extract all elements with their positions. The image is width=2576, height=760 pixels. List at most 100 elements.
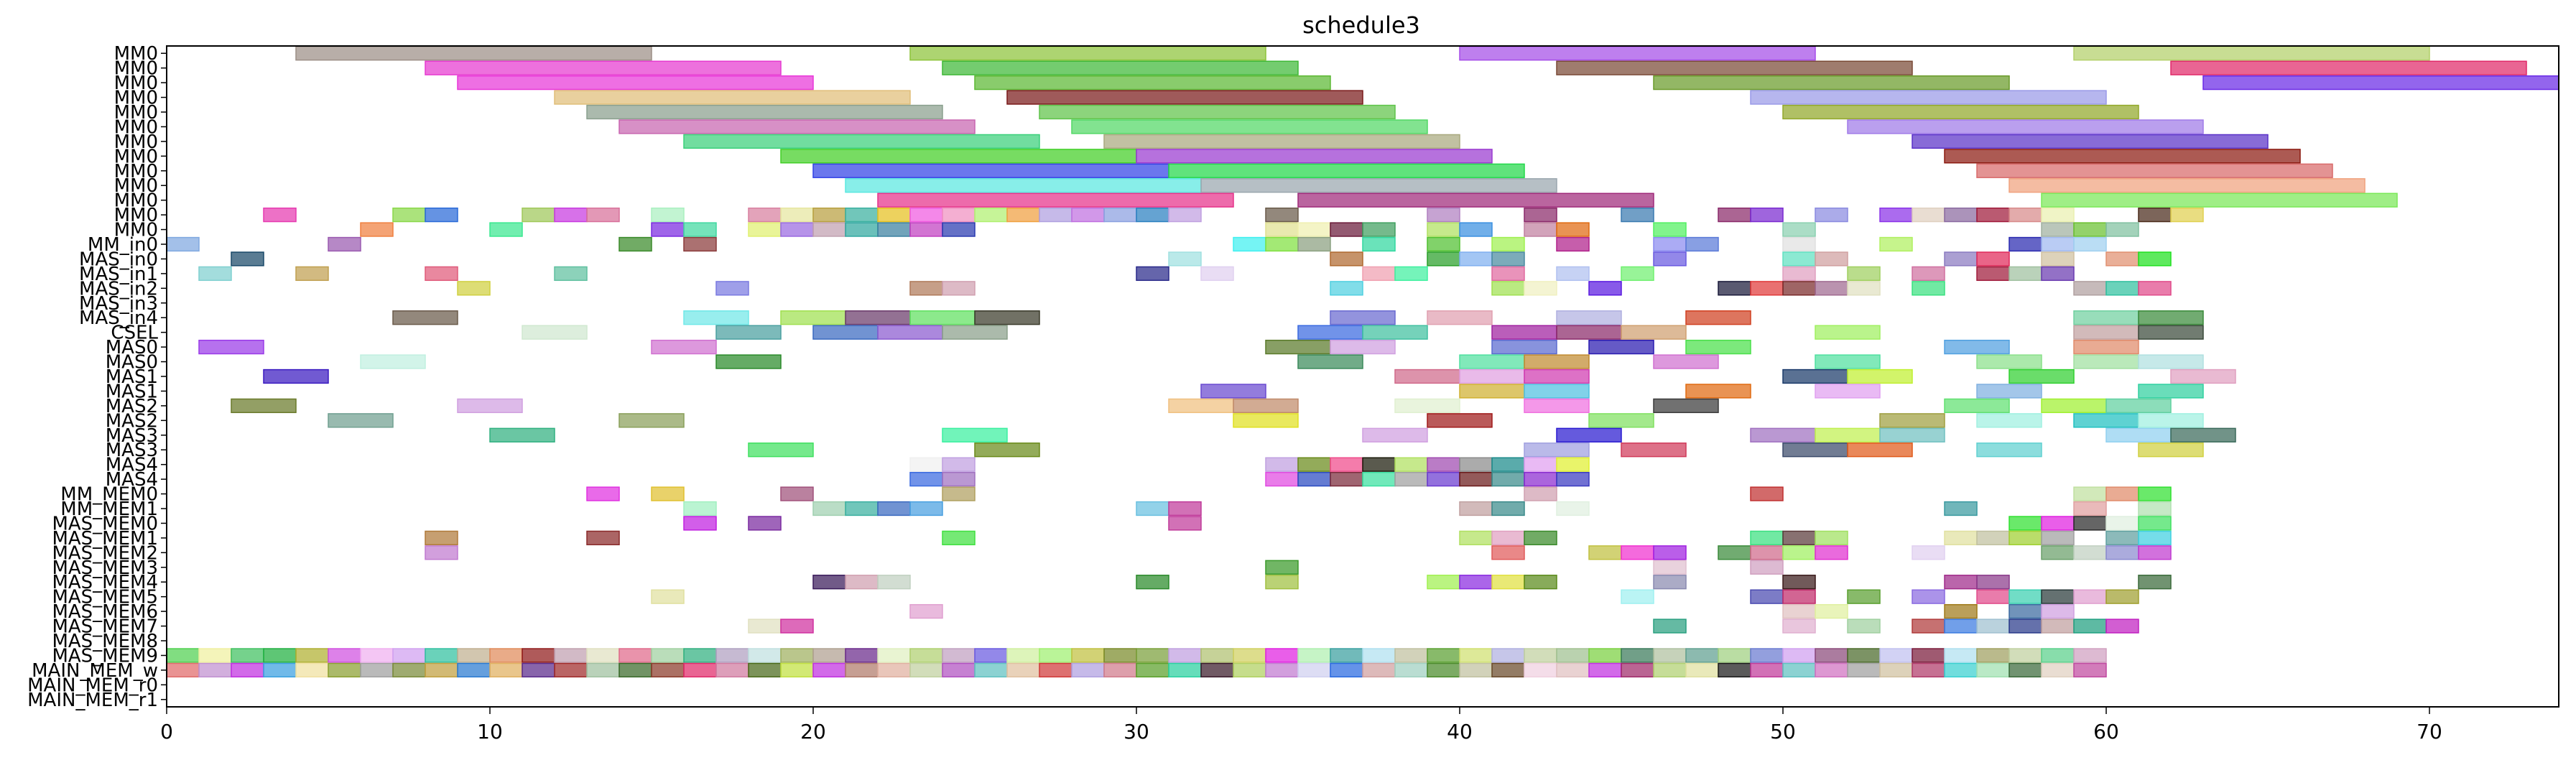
task-bar [1782, 575, 1816, 590]
task-bar [457, 281, 491, 296]
task-bar [1168, 163, 1525, 178]
task-bar [1782, 545, 1816, 560]
task-bar [1136, 501, 1169, 516]
task-bar [1912, 207, 1945, 223]
task-bar [780, 662, 814, 678]
task-bar [1168, 251, 1202, 267]
task-bar [1459, 501, 1493, 516]
task-bar [1491, 501, 1525, 516]
task-bar [2105, 281, 2139, 296]
task-bar [845, 310, 911, 325]
task-bar [1524, 575, 1557, 590]
task-bar [651, 207, 685, 223]
task-bar [1459, 471, 1493, 487]
task-bar [1718, 281, 1751, 296]
task-bar [2009, 207, 2042, 223]
task-bar [1976, 589, 2010, 604]
task-bar [812, 207, 846, 223]
task-bar [2041, 545, 2075, 560]
task-bar [1556, 222, 1590, 237]
task-bar [812, 325, 879, 340]
task-bar [1621, 325, 1687, 340]
task-bar [2073, 46, 2430, 61]
task-bar [1330, 648, 1363, 663]
task-bar [1524, 369, 1590, 384]
task-bar [1976, 662, 2010, 678]
task-bar [1071, 648, 1105, 663]
task-bar [457, 75, 814, 91]
task-bar [812, 575, 846, 590]
task-bar [1653, 575, 1687, 590]
task-bar [2009, 589, 2042, 604]
task-bar [1491, 236, 1525, 252]
task-bar [942, 281, 976, 296]
x-tick-label: 30 [1123, 720, 1149, 743]
y-tick-label: MM0 [114, 161, 158, 182]
task-bar [1653, 545, 1687, 560]
task-bar [618, 648, 652, 663]
task-bar [1524, 281, 1557, 296]
task-bar [1200, 662, 1234, 678]
task-bar [1847, 589, 1881, 604]
task-bar [1912, 648, 1945, 663]
task-bar [1621, 442, 1687, 458]
task-bar [263, 648, 297, 663]
task-bar [1459, 46, 1816, 61]
task-bar [1427, 457, 1460, 472]
task-bar [1976, 207, 2010, 223]
task-bar [1168, 648, 1202, 663]
task-bar [1265, 457, 1299, 472]
task-bar [1976, 530, 2010, 546]
task-bar [1071, 119, 1428, 134]
task-bar [2105, 486, 2139, 501]
task-bar [489, 648, 523, 663]
task-bar [1556, 310, 1622, 325]
task-bar [2073, 222, 2107, 237]
task-bar [780, 310, 846, 325]
task-bar [586, 530, 620, 546]
task-bar [845, 222, 879, 237]
task-bar [231, 251, 264, 267]
task-bar [2073, 662, 2107, 678]
task-bar [2041, 236, 2075, 252]
task-bar [683, 662, 717, 678]
task-bar [1944, 648, 1978, 663]
task-bar [1976, 442, 2042, 458]
task-bar [2138, 530, 2172, 546]
task-bar [425, 648, 458, 663]
task-bar [263, 369, 329, 384]
task-bar [845, 648, 879, 663]
task-bar [780, 486, 814, 501]
task-bar [651, 662, 685, 678]
x-tick-label: 20 [800, 720, 826, 743]
task-bar [1233, 662, 1266, 678]
task-bar [1782, 281, 1816, 296]
y-tick-label: MM0 [114, 220, 158, 241]
x-tick-label: 10 [477, 720, 503, 743]
task-bar [2009, 603, 2042, 619]
task-bar [1103, 648, 1137, 663]
task-bar [425, 530, 458, 546]
y-tick-label: MM0 [114, 205, 158, 226]
task-bar [1168, 398, 1234, 414]
task-bar [1750, 662, 1784, 678]
task-bar [683, 310, 749, 325]
task-bar [1459, 251, 1493, 267]
task-bar [748, 618, 782, 634]
y-tick-label: MAS_MEM5 [52, 587, 158, 608]
task-bar [715, 325, 782, 340]
task-bar [2105, 251, 2139, 267]
task-bar [231, 662, 264, 678]
task-bar [1297, 325, 1363, 340]
y-tick-label: MAIN_MEM_w [32, 660, 158, 682]
task-bar [974, 662, 1008, 678]
task-bar [425, 662, 458, 678]
task-bar [683, 134, 1040, 149]
task-bar [1200, 648, 1234, 663]
task-bar [1653, 560, 1687, 575]
y-tick-label: MAS_MEM7 [52, 616, 158, 638]
task-bar [1750, 427, 1816, 442]
task-bar [877, 662, 911, 678]
task-bar [1362, 222, 1396, 237]
task-bar [683, 236, 717, 252]
